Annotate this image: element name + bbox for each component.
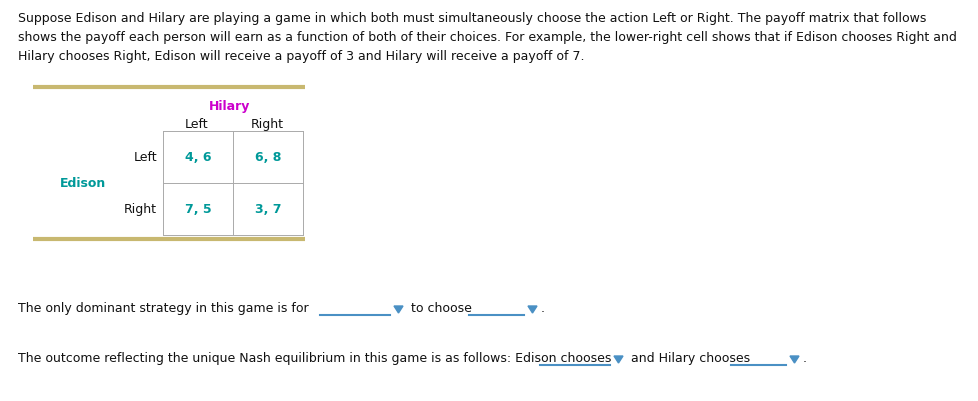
Text: Left: Left — [185, 118, 208, 131]
Text: Hilary: Hilary — [209, 100, 250, 113]
Text: and Hilary chooses: and Hilary chooses — [631, 351, 749, 364]
Text: Right: Right — [250, 118, 284, 131]
Text: .: . — [541, 301, 545, 314]
Text: Edison: Edison — [60, 177, 107, 190]
Text: Right: Right — [124, 203, 156, 216]
Text: 7, 5: 7, 5 — [185, 203, 211, 216]
Polygon shape — [613, 356, 622, 363]
Text: shows the payoff each person will earn as a function of both of their choices. F: shows the payoff each person will earn a… — [18, 31, 956, 44]
Text: .: . — [802, 351, 806, 364]
Text: Left: Left — [133, 151, 156, 164]
Text: to choose: to choose — [411, 301, 471, 314]
Text: The only dominant strategy in this game is for: The only dominant strategy in this game … — [18, 301, 308, 314]
Polygon shape — [527, 306, 537, 313]
Polygon shape — [789, 356, 798, 363]
Polygon shape — [393, 306, 403, 313]
Text: 3, 7: 3, 7 — [254, 203, 281, 216]
Text: Hilary chooses Right, Edison will receive a payoff of 3 and Hilary will receive : Hilary chooses Right, Edison will receiv… — [18, 50, 584, 63]
Text: The outcome reflecting the unique Nash equilibrium in this game is as follows: E: The outcome reflecting the unique Nash e… — [18, 351, 610, 364]
Text: 4, 6: 4, 6 — [185, 151, 211, 164]
Text: 6, 8: 6, 8 — [254, 151, 281, 164]
Text: Suppose Edison and Hilary are playing a game in which both must simultaneously c: Suppose Edison and Hilary are playing a … — [18, 12, 925, 25]
